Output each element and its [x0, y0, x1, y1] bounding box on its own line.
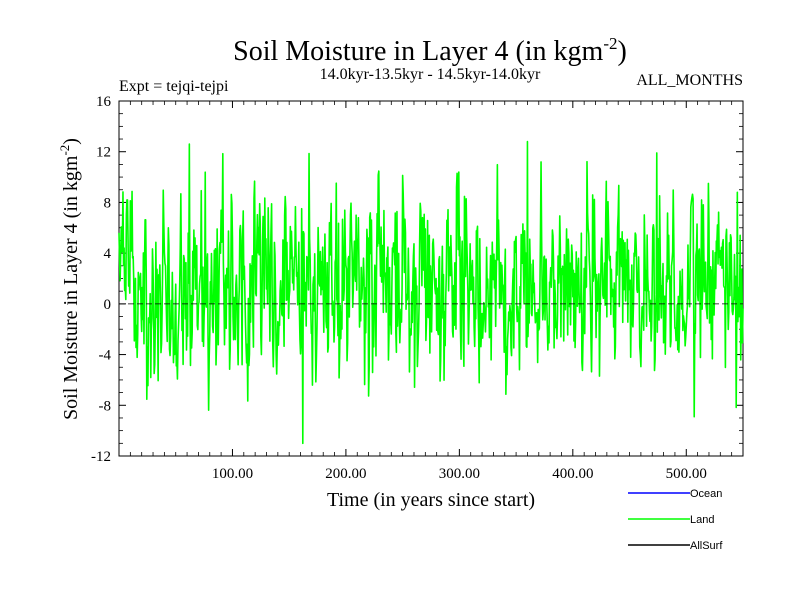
x-axis-ticks: 100.00 200.00 300.00 400.00 500.00 [129, 101, 733, 482]
legend-allsurf-label: AllSurf [690, 540, 723, 552]
legend-ocean-label: Ocean [690, 488, 722, 500]
x-axis-label: Time (in years since start) [327, 489, 535, 511]
y-axis-label: Soil Moisture in Layer 4 (in kgm-2) [57, 138, 82, 420]
subtitle-left: Expt = tejqi-tejpi [119, 78, 229, 95]
y-tick-label: 12 [96, 145, 111, 161]
chart-title-main: Soil Moisture in Layer 4 (in kgm [233, 36, 603, 67]
y-axis-label-close: ) [60, 138, 82, 145]
y-tick-label: 0 [104, 297, 112, 313]
y-axis-label-main: Soil Moisture in Layer 4 (in kgm [60, 155, 82, 420]
y-tick-label: 8 [104, 195, 112, 211]
chart-title: Soil Moisture in Layer 4 (in kgm-2) [233, 34, 627, 67]
chart-title-sup: -2 [603, 34, 617, 53]
y-tick-label: 4 [104, 246, 112, 262]
x-tick-label: 100.00 [212, 466, 253, 482]
legend: Ocean Land AllSurf [628, 488, 723, 552]
chart-title-close: ) [618, 36, 627, 67]
x-tick-label: 300.00 [439, 466, 480, 482]
subtitle-center: 14.0kyr-13.5kyr - 14.5kyr-14.0kyr [320, 66, 541, 83]
y-tick-label: -12 [91, 449, 111, 465]
legend-land-label: Land [690, 514, 714, 526]
subtitle-right: ALL_MONTHS [636, 72, 743, 89]
x-tick-label: 400.00 [552, 466, 593, 482]
y-tick-label: -8 [99, 398, 112, 414]
series-land-line [118, 140, 744, 445]
x-tick-label: 200.00 [325, 466, 366, 482]
y-axis-label-sup: -2 [57, 145, 72, 156]
y-tick-label: -4 [99, 348, 112, 364]
y-tick-label: 16 [96, 94, 112, 110]
x-tick-label: 500.00 [666, 466, 707, 482]
